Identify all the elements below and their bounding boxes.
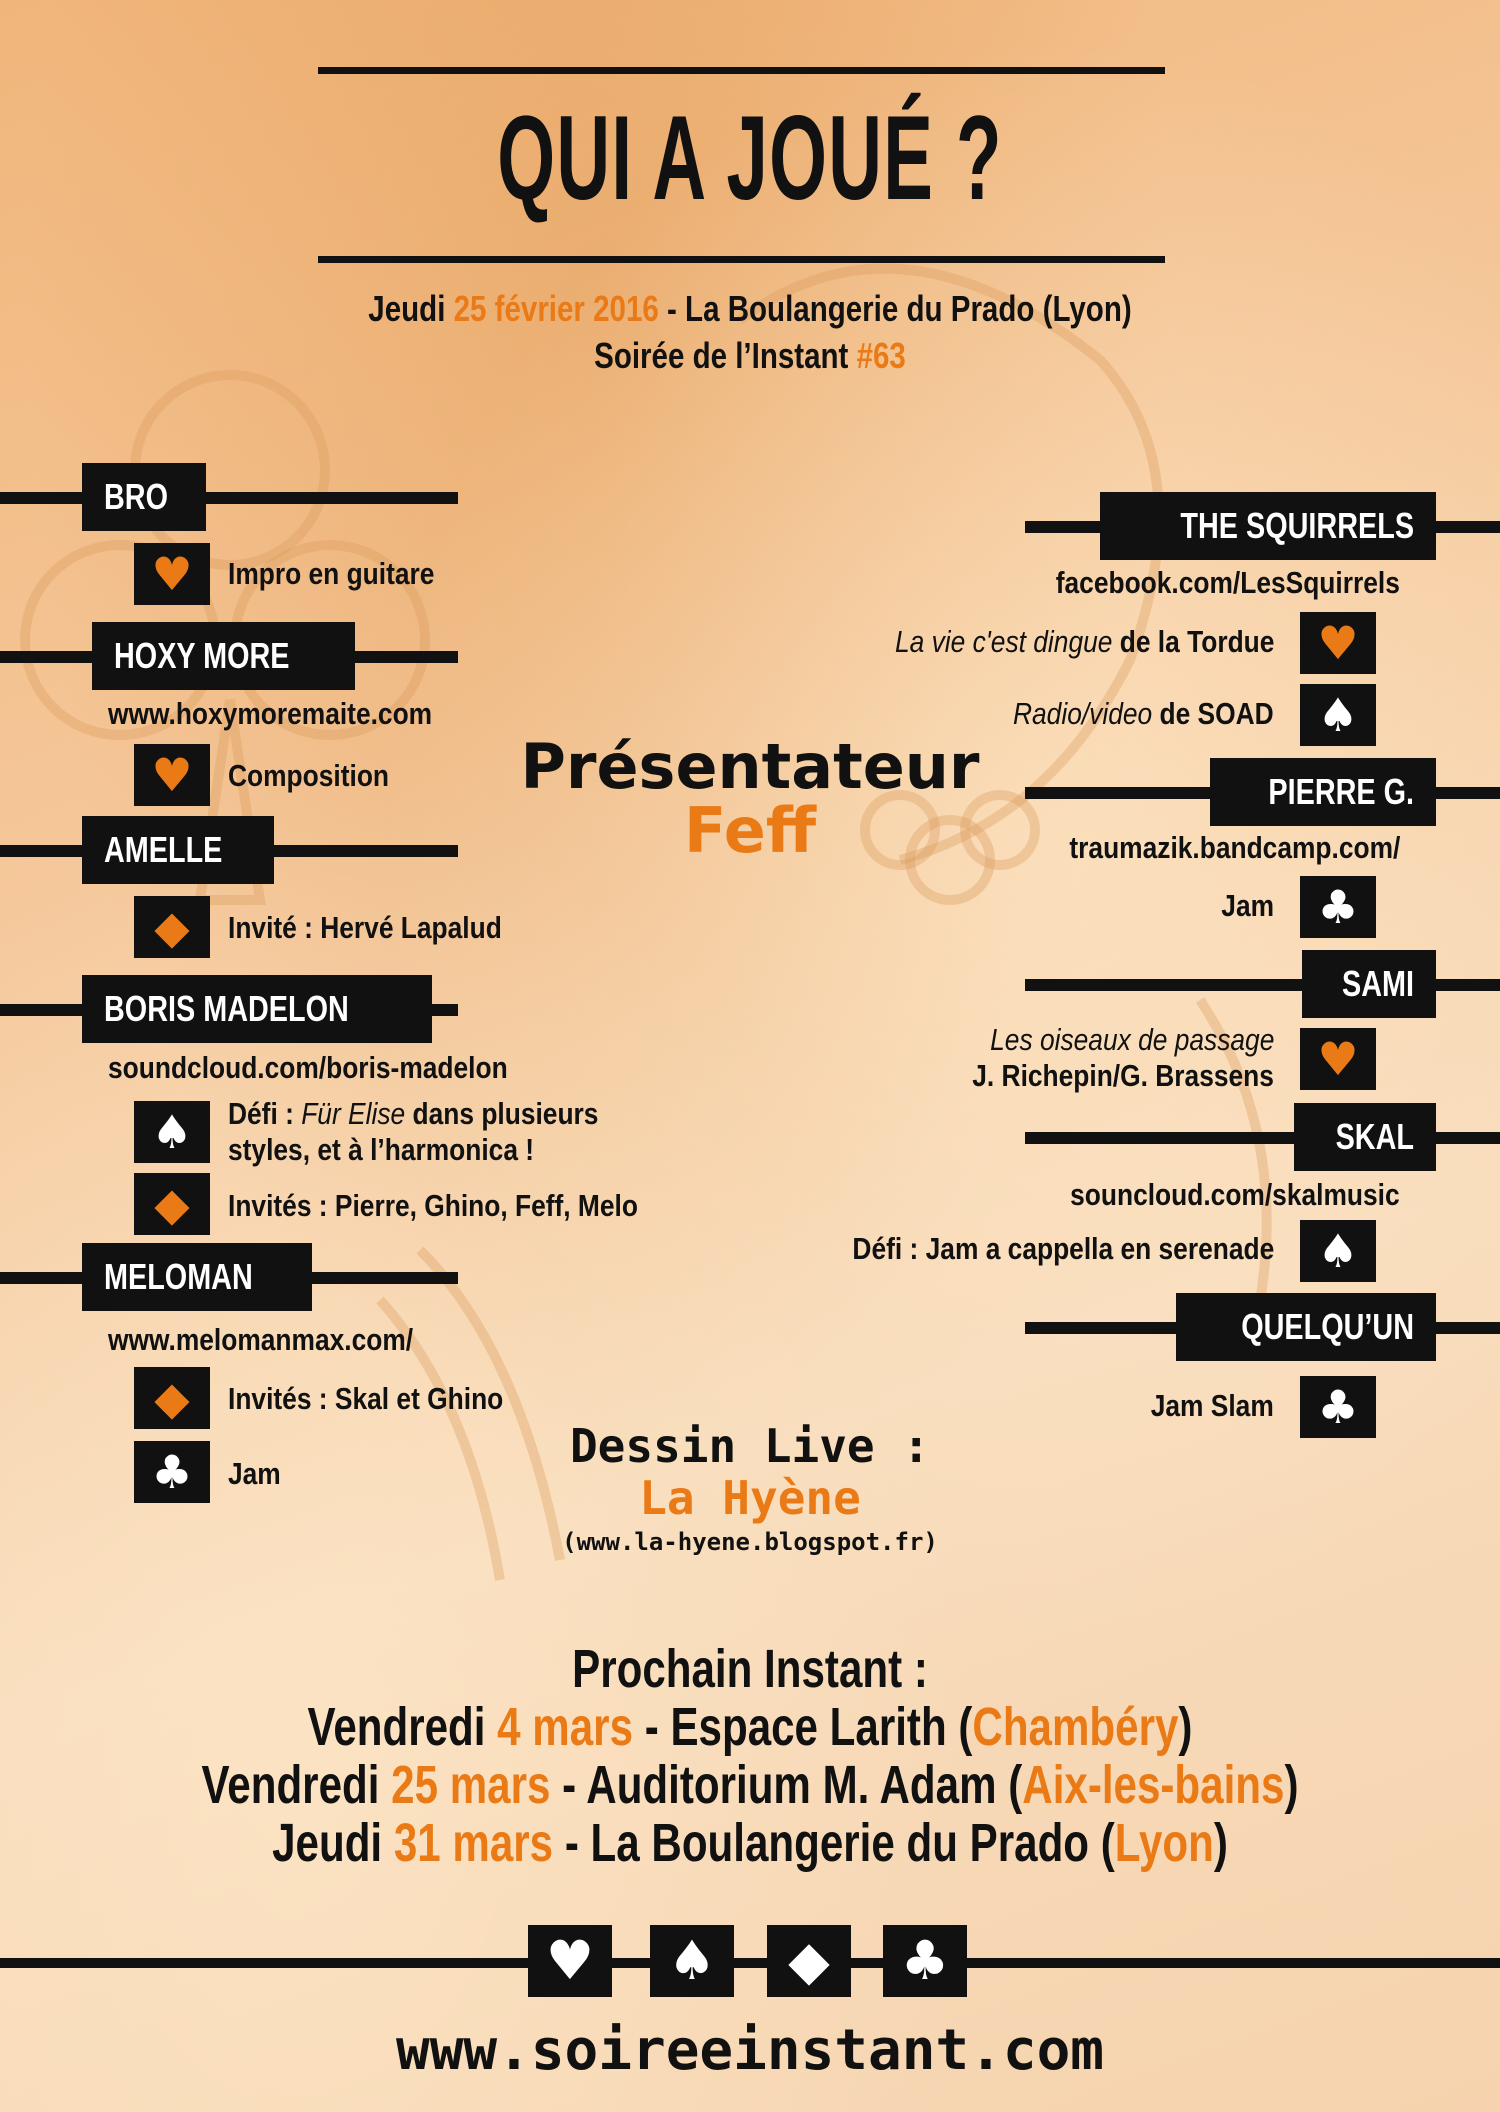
event-soiree-line: Soirée de l’Instant #63	[135, 335, 1365, 377]
band-name: HOXY MORE	[114, 635, 290, 676]
pierre-item: Jam	[1221, 888, 1274, 923]
event-date: 25 février 2016	[453, 288, 659, 329]
band-name: BRO	[104, 476, 168, 517]
next-events: Prochain Instant : Vendredi 4 mars - Esp…	[0, 1640, 1500, 1872]
diamond-icon: ◆	[134, 1173, 210, 1235]
boris-item-2: Invités : Pierre, Ghino, Feff, Melo	[228, 1188, 638, 1223]
event-day: Jeudi	[368, 288, 446, 329]
dessin-link[interactable]: (www.la-hyene.blogspot.fr)	[562, 1528, 938, 1556]
boris-item-1: Défi : Für Elise dans plusieurs	[228, 1096, 599, 1131]
band-bro: BRO	[0, 463, 458, 531]
footer-rule	[0, 1958, 1500, 1968]
squirrels-link[interactable]: facebook.com/LesSquirrels	[1055, 565, 1400, 600]
band-name: SKAL	[1335, 1116, 1414, 1157]
presenter-block: Présentateur Feff	[500, 735, 1000, 863]
spade-icon: ♠	[134, 1101, 210, 1163]
event-date-line: Jeudi 25 février 2016 - La Boulangerie d…	[135, 288, 1365, 330]
spade-icon: ♠	[1300, 1220, 1376, 1282]
sami-item-title: Les oiseaux de passage	[989, 1022, 1274, 1057]
club-icon: ♣	[1300, 1376, 1376, 1438]
band-name: AMELLE	[104, 829, 223, 870]
boris-item-1-line2: styles, et à l’harmonica !	[228, 1132, 535, 1167]
band-name: BORIS MADELON	[104, 988, 349, 1029]
next-event-2: Vendredi 25 mars - Auditorium M. Adam (A…	[201, 1755, 1299, 1815]
band-name: QUELQU’UN	[1241, 1306, 1414, 1347]
skal-item: Défi : Jam a cappella en serenade	[852, 1231, 1274, 1266]
amelle-item: Invité : Hervé Lapalud	[228, 910, 502, 945]
band-meloman: MELOMAN	[0, 1243, 458, 1311]
club-icon: ♣	[1300, 876, 1376, 938]
soiree-number: #63	[856, 335, 906, 376]
meloman-link[interactable]: www.melomanmax.com/	[108, 1322, 414, 1357]
next-event-1: Vendredi 4 mars - Espace Larith (Chambér…	[307, 1697, 1193, 1757]
presenter-label: Présentateur	[520, 730, 980, 803]
dessin-artist: La Hyène	[639, 1471, 861, 1525]
quelquun-item: Jam Slam	[1150, 1388, 1274, 1423]
band-sami: SAMI	[1025, 950, 1500, 1018]
band-hoxy-more: HOXY MORE	[0, 622, 458, 690]
band-amelle: AMELLE	[0, 816, 458, 884]
band-name: MELOMAN	[104, 1256, 253, 1297]
band-boris-madelon: BORIS MADELON	[0, 975, 458, 1043]
squirrels-item-1: La vie c'est dingue de la Tordue	[894, 624, 1274, 659]
band-name: PIERRE G.	[1268, 771, 1414, 812]
heart-icon: ♥	[134, 543, 210, 605]
next-heading: Prochain Instant :	[572, 1639, 928, 1699]
club-icon: ♣	[883, 1925, 967, 1997]
website-link[interactable]: www.soireeinstant.com	[395, 2018, 1104, 2083]
hoxy-link[interactable]: www.hoxymoremaite.com	[108, 696, 433, 731]
meloman-item-1: Invités : Skal et Ghino	[228, 1381, 504, 1416]
squirrels-item-2: Radio/video de SOAD	[1013, 696, 1274, 731]
dessin-live-block: Dessin Live : La Hyène (www.la-hyene.blo…	[480, 1420, 1020, 1560]
band-pierre-g: PIERRE G.	[1025, 758, 1500, 826]
dessin-label: Dessin Live :	[569, 1419, 931, 1473]
band-skal: SKAL	[1025, 1103, 1500, 1171]
band-the-squirrels: THE SQUIRRELS	[1025, 492, 1500, 560]
diamond-icon: ◆	[767, 1925, 851, 1997]
sami-item-authors: J. Richepin/G. Brassens	[972, 1058, 1274, 1093]
band-name: THE SQUIRRELS	[1180, 505, 1414, 546]
presenter-name: Feff	[683, 794, 817, 867]
diamond-icon: ◆	[134, 1367, 210, 1429]
heart-icon: ♥	[1300, 612, 1376, 674]
boris-link[interactable]: soundcloud.com/boris-madelon	[108, 1050, 508, 1085]
title-top-rule	[318, 67, 1165, 74]
page-title: QUI A JOUÉ ?	[497, 91, 1003, 225]
club-icon: ♣	[134, 1441, 210, 1503]
spade-icon: ♠	[1300, 684, 1376, 746]
heart-icon: ♥	[1300, 1028, 1376, 1090]
event-place: - La Boulangerie du Prado (Lyon)	[667, 288, 1132, 329]
heart-icon: ♥	[528, 1925, 612, 1997]
band-name: SAMI	[1342, 963, 1414, 1004]
band-quelquun: QUELQU’UN	[1025, 1293, 1500, 1361]
title-bottom-rule	[318, 256, 1165, 263]
soiree-label: Soirée de l’Instant	[594, 335, 849, 376]
hoxy-item: Composition	[228, 758, 390, 793]
pierre-link[interactable]: traumazik.bandcamp.com/	[1069, 830, 1400, 865]
bro-item: Impro en guitare	[228, 556, 435, 591]
meloman-item-2: Jam	[228, 1456, 281, 1491]
spade-icon: ♠	[650, 1925, 734, 1997]
skal-link[interactable]: souncloud.com/skalmusic	[1070, 1177, 1400, 1212]
next-event-3: Jeudi 31 mars - La Boulangerie du Prado …	[272, 1813, 1228, 1873]
diamond-icon: ◆	[134, 896, 210, 958]
heart-icon: ♥	[134, 744, 210, 806]
